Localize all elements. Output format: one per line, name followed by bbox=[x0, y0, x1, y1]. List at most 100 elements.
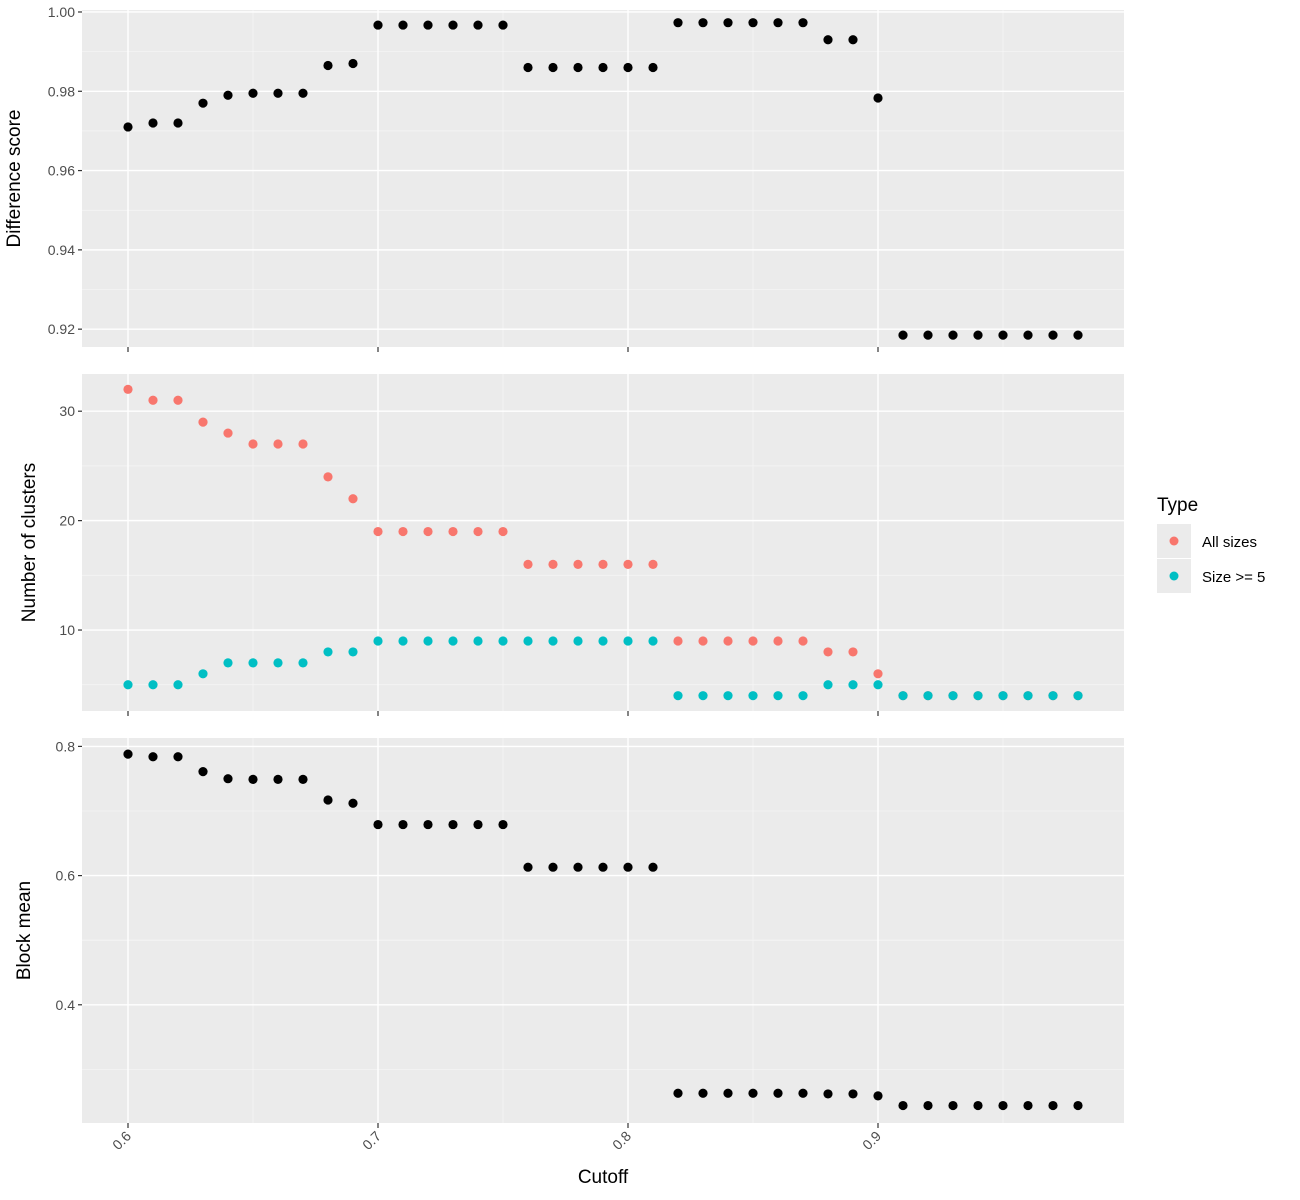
data-point bbox=[248, 439, 258, 449]
data-point bbox=[148, 118, 158, 128]
data-point bbox=[348, 58, 358, 69]
data-point bbox=[923, 330, 933, 340]
data-point bbox=[898, 691, 908, 701]
data-point bbox=[473, 526, 483, 537]
data-point bbox=[623, 559, 633, 569]
legend: Type All sizes Size >= 5 bbox=[1157, 495, 1265, 593]
data-point bbox=[273, 774, 283, 784]
data-point bbox=[1073, 1100, 1083, 1111]
data-point bbox=[973, 691, 983, 701]
data-point bbox=[898, 1100, 908, 1111]
data-point bbox=[848, 35, 858, 45]
data-point bbox=[248, 658, 258, 668]
data-point bbox=[773, 636, 783, 646]
data-point bbox=[398, 20, 408, 30]
data-point bbox=[448, 819, 458, 830]
data-point bbox=[723, 1088, 733, 1098]
data-point bbox=[648, 559, 658, 569]
data-point bbox=[198, 669, 208, 679]
y-tick-label: 0.8 bbox=[56, 738, 76, 754]
data-point bbox=[423, 20, 433, 30]
data-point bbox=[148, 680, 158, 690]
data-point bbox=[123, 122, 133, 132]
data-point bbox=[748, 1088, 758, 1098]
data-point bbox=[448, 20, 458, 30]
data-point bbox=[798, 1088, 808, 1098]
y-tick-label: 0.6 bbox=[56, 868, 76, 884]
y-tick-label: 1.00 bbox=[48, 4, 75, 20]
data-point bbox=[198, 766, 208, 777]
y-tick-label: 20 bbox=[59, 513, 75, 529]
legend-key-size-ge-5 bbox=[1169, 571, 1179, 581]
y-tick-label: 0.96 bbox=[48, 163, 75, 179]
data-point bbox=[548, 559, 558, 569]
data-point bbox=[748, 18, 758, 28]
data-point bbox=[773, 1088, 783, 1098]
data-point bbox=[973, 1100, 983, 1111]
y-tick-label: 30 bbox=[59, 403, 75, 419]
y-tick-label: 0.98 bbox=[48, 83, 75, 99]
data-point bbox=[1023, 1100, 1033, 1111]
data-point bbox=[248, 774, 258, 784]
data-point bbox=[548, 862, 558, 872]
y-tick-label: 0.94 bbox=[48, 242, 75, 258]
data-point bbox=[448, 526, 458, 537]
data-point bbox=[948, 691, 958, 701]
data-point bbox=[348, 494, 358, 504]
data-point bbox=[823, 1089, 833, 1099]
data-point bbox=[873, 1091, 883, 1101]
data-point bbox=[598, 62, 608, 73]
data-point bbox=[673, 636, 683, 646]
panel-background bbox=[82, 738, 1124, 1123]
data-point bbox=[298, 88, 308, 98]
data-point bbox=[423, 526, 433, 537]
data-point bbox=[1073, 330, 1083, 340]
panel-3: 0.4 0.6 0.8 Block mean bbox=[14, 738, 1124, 1128]
data-point bbox=[123, 749, 133, 759]
data-point bbox=[1073, 691, 1083, 701]
series-2 bbox=[123, 636, 1083, 701]
legend-label-all-sizes: All sizes bbox=[1202, 534, 1257, 551]
data-point bbox=[473, 819, 483, 830]
data-point bbox=[923, 1100, 933, 1111]
data-point bbox=[673, 18, 683, 28]
x-tick-label: 0.7 bbox=[359, 1128, 384, 1153]
data-point bbox=[423, 636, 433, 646]
data-point bbox=[323, 60, 333, 71]
panel-background bbox=[82, 374, 1124, 711]
data-point bbox=[423, 819, 433, 830]
data-point bbox=[723, 691, 733, 701]
data-point bbox=[773, 18, 783, 28]
data-point bbox=[323, 795, 333, 805]
data-point bbox=[1023, 330, 1033, 340]
data-point bbox=[523, 559, 533, 569]
data-point bbox=[498, 636, 508, 646]
data-point bbox=[898, 330, 908, 340]
y-tick-label: 10 bbox=[59, 622, 75, 638]
data-point bbox=[223, 90, 233, 100]
x-tick-label: 0.9 bbox=[859, 1128, 884, 1153]
data-point bbox=[223, 774, 233, 784]
data-point bbox=[173, 680, 183, 690]
legend-label-size-ge-5: Size >= 5 bbox=[1202, 569, 1265, 586]
data-point bbox=[948, 1100, 958, 1111]
data-point bbox=[698, 636, 708, 646]
data-point bbox=[223, 658, 233, 668]
data-point bbox=[623, 862, 633, 872]
data-point bbox=[323, 472, 333, 482]
data-point bbox=[848, 1089, 858, 1099]
data-point bbox=[198, 98, 208, 108]
data-point bbox=[873, 669, 883, 679]
data-point bbox=[123, 384, 133, 394]
data-point bbox=[348, 647, 358, 657]
data-point bbox=[673, 1088, 683, 1098]
data-point bbox=[548, 62, 558, 73]
legend-key-all-sizes bbox=[1169, 536, 1179, 546]
data-point bbox=[1023, 691, 1033, 701]
data-point bbox=[148, 395, 158, 405]
data-point bbox=[573, 559, 583, 569]
data-point bbox=[523, 636, 533, 646]
data-point bbox=[623, 62, 633, 73]
data-point bbox=[1048, 691, 1058, 701]
